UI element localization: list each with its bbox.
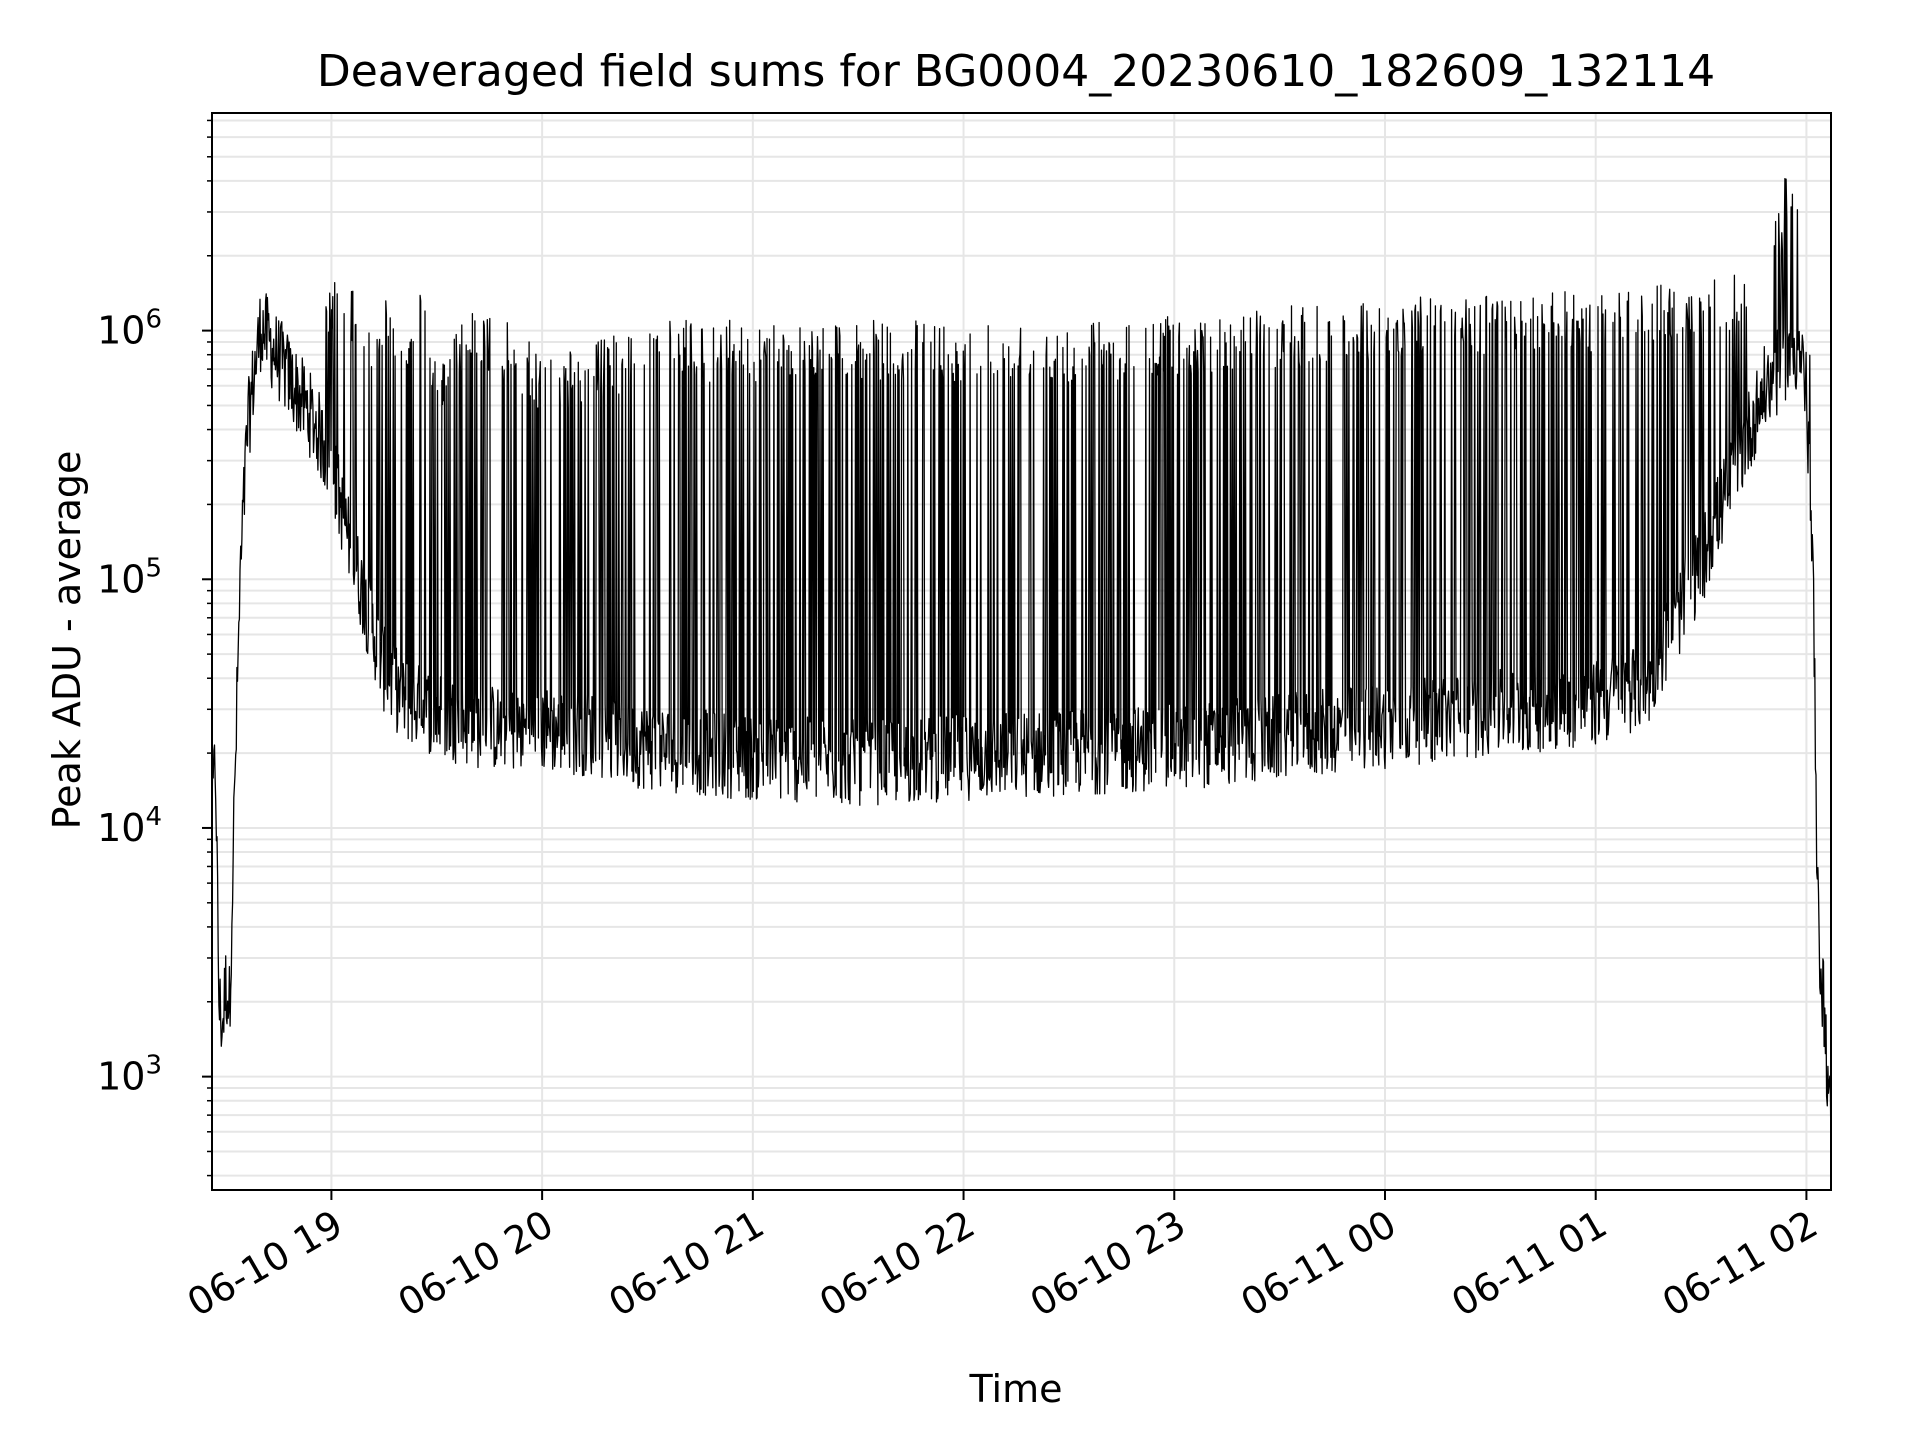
x-tick-label: 06-10 22 — [812, 1202, 982, 1326]
series-line-group — [211, 177, 1832, 1159]
y-tick-label: 103 — [97, 1051, 162, 1099]
y-tick-label: 106 — [97, 305, 162, 353]
x-tick-label: 06-10 23 — [1023, 1202, 1193, 1326]
y-tick-label: 105 — [97, 553, 162, 601]
plot-frame — [211, 112, 1832, 1191]
y-axis-label: Peak ADU - average — [45, 451, 89, 830]
x-tick-label: 06-11 00 — [1234, 1202, 1404, 1326]
x-tick-label: 06-11 01 — [1444, 1202, 1614, 1326]
x-tick-label: 06-10 20 — [391, 1202, 561, 1326]
x-tick-label: 06-10 19 — [180, 1202, 350, 1326]
x-tick-label: 06-11 02 — [1655, 1202, 1825, 1326]
series-line — [211, 177, 1832, 1159]
y-tick-label: 104 — [97, 802, 162, 850]
chart-title: Deaveraged field sums for BG0004_2023061… — [317, 46, 1715, 97]
x-tick-label: 06-10 21 — [601, 1202, 771, 1326]
x-axis-label: Time — [969, 1367, 1063, 1411]
